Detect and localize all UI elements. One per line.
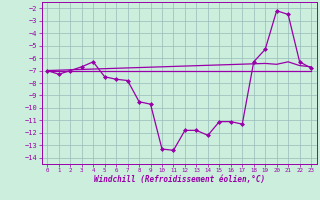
X-axis label: Windchill (Refroidissement éolien,°C): Windchill (Refroidissement éolien,°C) [94, 175, 265, 184]
